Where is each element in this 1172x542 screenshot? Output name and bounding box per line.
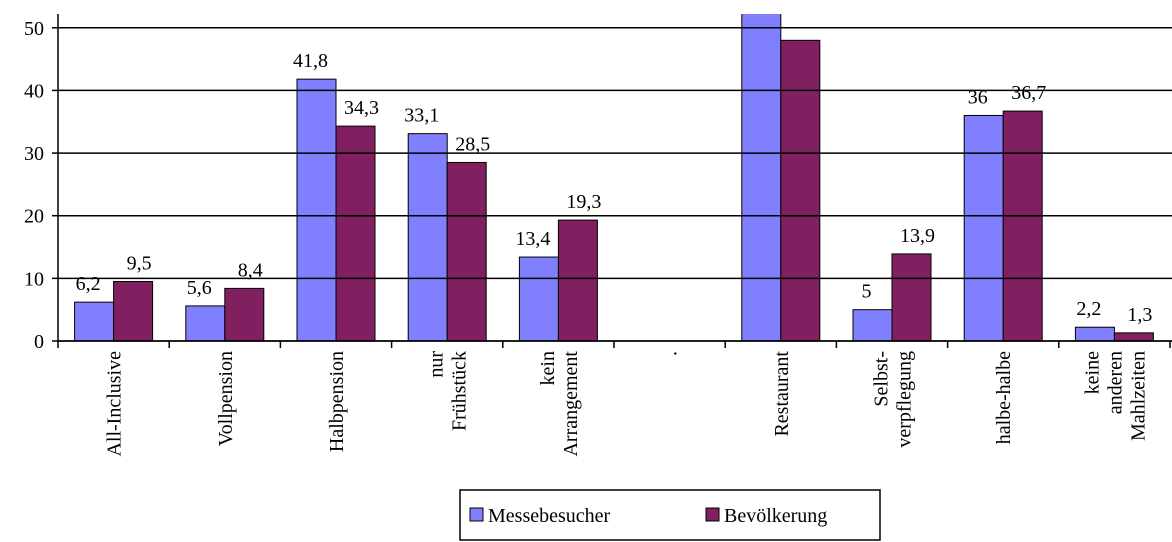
x-tick-label: halbe-halbe — [993, 351, 1015, 444]
bar — [74, 301, 115, 341]
y-tick-label: 30 — [24, 143, 44, 165]
bar — [557, 219, 598, 341]
bar — [113, 280, 154, 341]
x-tick-label: All-Inclusive — [104, 351, 126, 457]
bar — [1074, 326, 1115, 341]
value-label: 13,4 — [515, 228, 550, 250]
value-label: 41,8 — [293, 50, 328, 72]
x-tick-label: Frühstück — [449, 351, 471, 431]
bar — [335, 125, 376, 341]
y-tick-label: 50 — [24, 18, 44, 40]
value-label: 36,7 — [1011, 82, 1046, 104]
plot-area — [74, 14, 1154, 341]
value-label: 1,3 — [1127, 304, 1152, 326]
bar — [963, 114, 1004, 341]
value-label: 5 — [862, 281, 872, 303]
x-tick-label: Arrangement — [560, 351, 582, 457]
bar — [407, 133, 448, 341]
value-label: 8,4 — [238, 259, 263, 281]
value-label: 13,9 — [900, 225, 935, 247]
x-tick-label: Restaurant — [771, 351, 793, 437]
y-tick-label: 10 — [24, 268, 44, 290]
value-label: 34,3 — [344, 97, 379, 119]
bar — [224, 287, 265, 341]
bar — [1002, 110, 1043, 341]
value-label: 2,2 — [1076, 298, 1101, 320]
x-tick-label: Mahlzeiten — [1127, 351, 1149, 441]
y-tick-label: 40 — [24, 80, 44, 102]
value-label: 28,5 — [455, 133, 490, 155]
bar — [296, 78, 337, 341]
legend-label: Messebesucher — [488, 505, 611, 527]
value-label: 6,2 — [76, 273, 101, 295]
value-label: 36 — [968, 86, 988, 108]
value-label: 33,1 — [404, 105, 439, 127]
x-tick-label: Vollpension — [215, 351, 237, 446]
legend-swatch — [705, 507, 720, 522]
y-tick-label: 0 — [34, 331, 44, 353]
bar — [185, 305, 226, 341]
x-tick-label: anderen — [1104, 351, 1126, 414]
x-tick-label: keine — [1081, 351, 1103, 394]
bar — [780, 39, 821, 341]
value-label: 9,5 — [127, 252, 152, 274]
x-tick-label: . — [660, 351, 682, 356]
value-label: 19,3 — [566, 191, 601, 213]
legend-box — [459, 489, 881, 541]
bar — [891, 253, 932, 341]
bar — [1113, 332, 1154, 341]
bar — [741, 14, 782, 341]
x-tick-label: Halbpension — [326, 351, 348, 452]
x-tick-label: verpflegung — [894, 351, 916, 448]
x-tick-label: nur — [426, 351, 448, 378]
y-tick-label: 20 — [24, 206, 44, 228]
x-tick-label: Selbst- — [871, 351, 893, 407]
x-tick-label: kein — [537, 351, 559, 385]
bar — [852, 309, 893, 341]
bar — [446, 161, 487, 341]
bar — [518, 256, 559, 341]
legend-label: Bevölkerung — [724, 505, 827, 527]
legend-swatch — [469, 507, 484, 522]
value-label: 5,6 — [187, 277, 212, 299]
